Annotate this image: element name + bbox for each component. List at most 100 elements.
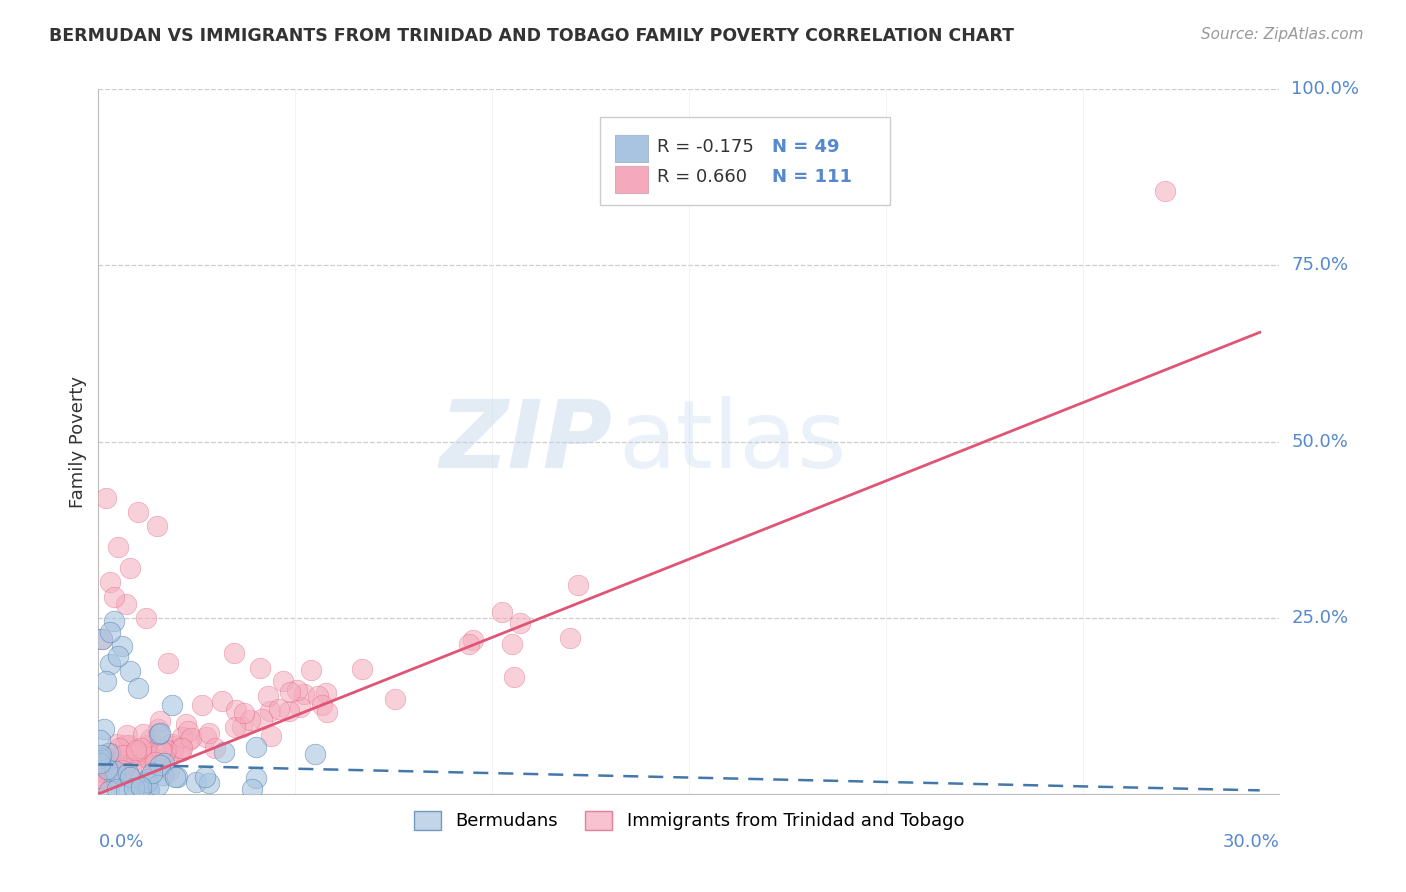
Text: 50.0%: 50.0% (1291, 433, 1348, 450)
Point (120, 770, 142, 784)
Point (155, 742, 177, 756)
Point (169, 740, 191, 755)
Point (90, 775, 112, 789)
Point (114, 761, 136, 775)
Point (259, 704, 281, 718)
Point (463, 632, 485, 647)
Point (162, 739, 184, 754)
Text: 100.0%: 100.0% (1291, 80, 1360, 98)
Point (204, 741, 226, 756)
Point (152, 768, 174, 782)
Point (273, 673, 295, 688)
Point (149, 714, 172, 728)
Point (191, 698, 214, 712)
Point (89, 771, 111, 785)
Point (96, 491, 118, 505)
Point (107, 541, 129, 555)
Text: 75.0%: 75.0% (1291, 256, 1348, 275)
Point (180, 731, 202, 745)
Point (122, 780, 145, 795)
Point (170, 740, 193, 755)
Point (184, 775, 207, 789)
Point (316, 706, 339, 720)
Point (96, 750, 118, 764)
Point (212, 745, 235, 759)
Point (240, 782, 263, 797)
Point (139, 731, 162, 746)
Point (162, 698, 184, 712)
Point (143, 755, 166, 769)
Point (138, 747, 160, 761)
Point (155, 746, 177, 760)
Point (93, 722, 115, 736)
Point (96, 674, 118, 689)
Point (170, 744, 193, 758)
Point (125, 743, 148, 757)
Point (198, 776, 221, 790)
Point (257, 690, 280, 704)
Point (117, 766, 139, 780)
Point (260, 729, 283, 743)
Point (114, 783, 136, 797)
Text: 30.0%: 30.0% (1223, 832, 1279, 851)
Point (105, 737, 128, 751)
Point (101, 765, 124, 780)
Point (118, 561, 141, 575)
Point (177, 732, 200, 747)
Point (491, 605, 513, 619)
Point (89, 732, 111, 747)
Point (93, 764, 115, 779)
Point (177, 723, 200, 738)
Text: ZIP: ZIP (439, 395, 612, 488)
Text: N = 49: N = 49 (772, 138, 839, 156)
Point (146, 723, 169, 737)
Point (112, 760, 135, 774)
Point (129, 780, 152, 794)
Point (239, 713, 262, 727)
Point (90, 747, 112, 762)
Point (211, 694, 233, 708)
Point (162, 743, 184, 757)
Text: R = 0.660: R = 0.660 (657, 169, 747, 186)
Point (98, 784, 121, 798)
Point (224, 720, 246, 734)
Point (567, 578, 589, 592)
Point (100, 767, 122, 781)
Point (108, 760, 131, 774)
Point (120, 761, 142, 775)
Point (315, 686, 337, 700)
Point (138, 783, 160, 797)
Point (107, 649, 129, 664)
FancyBboxPatch shape (600, 118, 890, 205)
Point (117, 727, 139, 741)
Point (311, 698, 333, 712)
Point (111, 747, 134, 762)
FancyBboxPatch shape (614, 135, 648, 161)
Point (277, 704, 299, 718)
Point (245, 772, 267, 786)
Point (128, 760, 150, 774)
Point (96, 762, 118, 776)
Point (98, 769, 121, 783)
Y-axis label: Family Poverty: Family Poverty (69, 376, 87, 508)
Point (249, 660, 271, 674)
Point (146, 778, 169, 792)
Point (98, 624, 121, 639)
Point (509, 615, 531, 630)
Point (149, 743, 172, 757)
Point (136, 775, 159, 789)
Point (103, 770, 125, 784)
Point (176, 717, 198, 731)
Point (457, 637, 479, 651)
Point (141, 756, 163, 770)
Point (90, 764, 112, 779)
Point (94, 751, 117, 765)
Point (172, 730, 194, 744)
Point (98, 575, 121, 590)
Point (558, 632, 581, 646)
Point (146, 519, 169, 533)
Point (94, 771, 117, 785)
Point (127, 780, 149, 795)
Point (384, 691, 406, 706)
Point (195, 731, 218, 745)
